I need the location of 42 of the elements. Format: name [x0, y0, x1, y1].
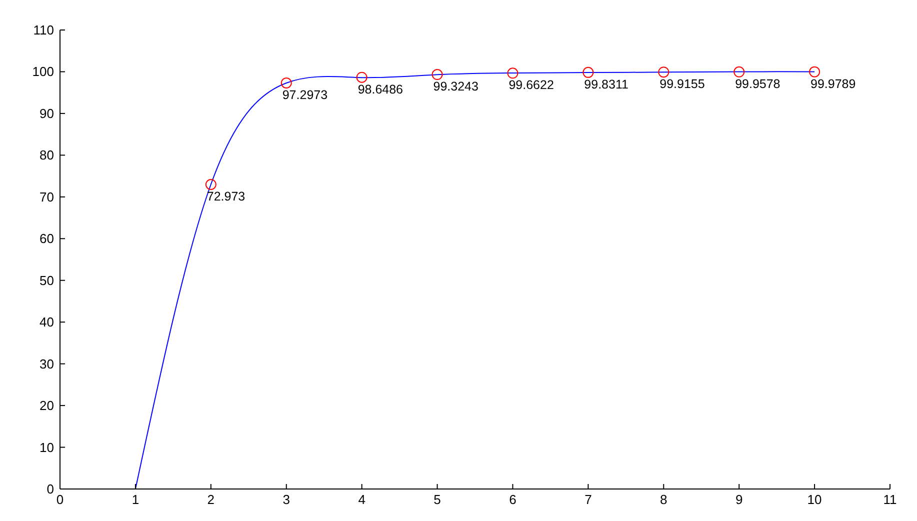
data-label: 72.973: [206, 190, 246, 204]
point: [432, 69, 443, 80]
y-tick-label: 10: [40, 440, 54, 455]
x-tick-label: 7: [584, 492, 592, 507]
x-tick-label: 4: [358, 492, 366, 507]
y-tick-label: 40: [40, 314, 54, 330]
x-tick-label: 11: [883, 492, 897, 507]
point: [734, 66, 745, 78]
y-tick-label: 70: [40, 189, 54, 204]
y-tick-label: 20: [40, 398, 54, 414]
x-tick-label: 3: [282, 492, 290, 507]
data-label: 98.6486: [358, 82, 404, 96]
y-tick-label: 80: [40, 148, 54, 163]
y-tick-label: 50: [40, 272, 54, 288]
x-tick-label: 6: [509, 492, 516, 507]
point: [809, 66, 820, 78]
point: [658, 66, 670, 78]
x-tick-label: 9: [735, 492, 743, 507]
y-tick-label: 0: [46, 482, 54, 496]
data-label: 97.2973: [282, 88, 328, 102]
point: [507, 68, 518, 79]
point: [280, 78, 292, 89]
y-tick-label: 30: [40, 356, 54, 372]
point: [582, 66, 594, 78]
x-tick-label: 5: [434, 492, 441, 507]
point: [205, 179, 216, 190]
x-tick-label: 0: [56, 492, 64, 507]
x-tick-label: 2: [207, 492, 215, 507]
y-tick-label: 100: [32, 64, 54, 80]
data-label: 99.6622: [508, 78, 554, 92]
y-tick-label: 110: [33, 22, 54, 38]
data-label: 99.9155: [660, 77, 705, 92]
data-label: 99.8311: [584, 77, 628, 92]
y-tick-label: 90: [40, 106, 54, 121]
data-label: 99.3243: [433, 80, 479, 94]
x-tick-label: 8: [660, 492, 668, 507]
x-tick-label: 1: [132, 492, 140, 507]
data-label: 99.9789: [810, 76, 856, 91]
data-label: 99.9578: [735, 76, 780, 91]
y-tick-label: 60: [40, 231, 54, 246]
point: [356, 72, 368, 83]
x-tick-label: 10: [807, 492, 822, 507]
